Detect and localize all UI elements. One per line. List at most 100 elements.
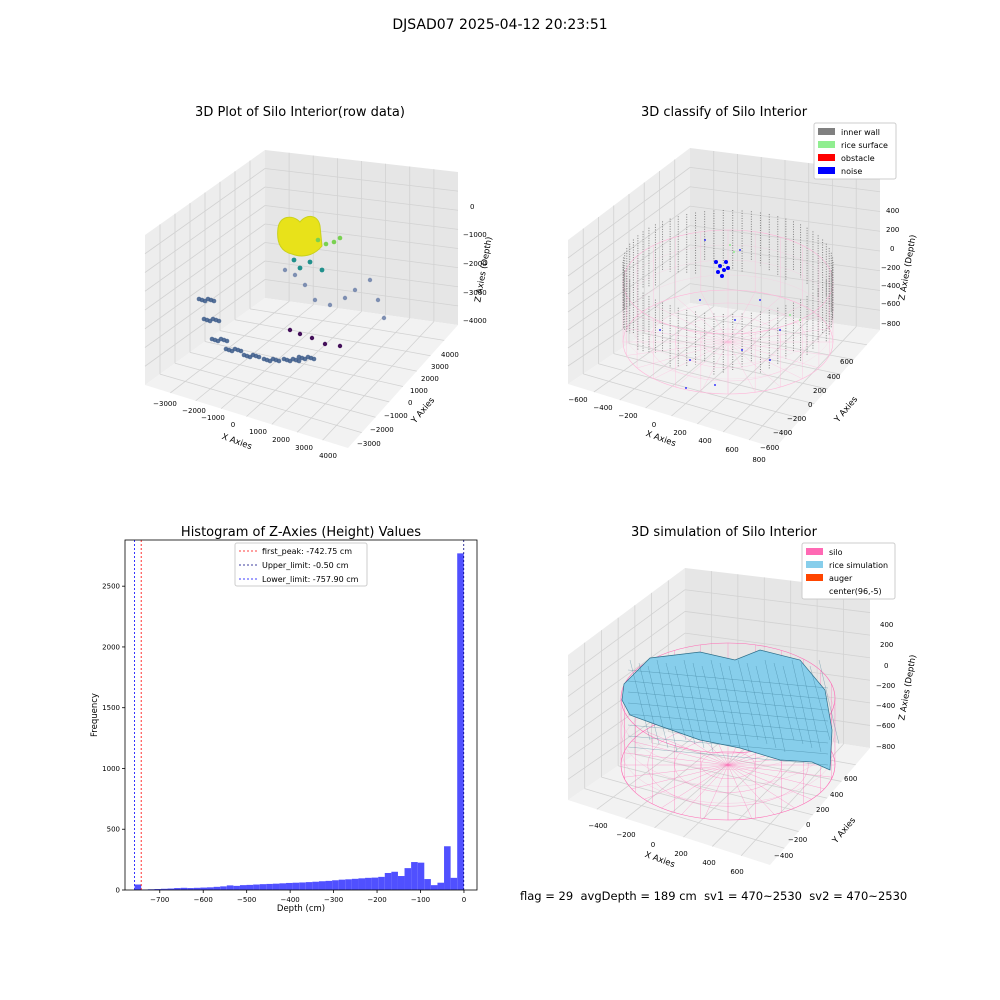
p2-ztick-3: −200: [881, 264, 900, 272]
p3-bar-0: [134, 884, 142, 890]
p2-title: 3D classify of Silo Interior: [641, 105, 808, 120]
p2-rice-surface-3: [799, 319, 801, 321]
p1-grid-h-left-4: [144, 223, 266, 311]
p4-legend-swatch-auger: [806, 574, 823, 581]
p1-point-purple-1: [297, 331, 303, 337]
p1-point-green-3: [337, 235, 343, 241]
p1-grid-f2-7: [322, 321, 435, 441]
p3-bar-38: [384, 872, 392, 890]
p2-noise-9: [739, 249, 741, 251]
p1-xtick-4: 1000: [249, 428, 267, 436]
p3-bar-42: [411, 862, 418, 890]
p1-ztick-2: −2000: [463, 260, 487, 268]
p3-bar-39: [391, 871, 398, 890]
p2-ztick-2: 0: [890, 245, 894, 253]
p3-bar-16: [239, 885, 247, 890]
p4-grid-h-back-3: [684, 632, 871, 659]
p3-bar-34: [358, 878, 366, 890]
p1-point-green-2: [331, 239, 337, 245]
p4-grid-f1-2: [601, 776, 799, 832]
p2-rice-surface-0: [729, 244, 731, 246]
p3-bar-11: [207, 887, 214, 890]
p3-bar-31: [338, 879, 346, 890]
p4-grid-h-left-3: [567, 632, 686, 718]
p3-bar-44: [424, 879, 431, 890]
p4-mesh-cross-7: [627, 746, 829, 766]
status-flag: flag = 29: [520, 889, 574, 903]
p3-bar-28: [318, 881, 326, 890]
p1-point-mid-4: [327, 302, 333, 308]
p1-ytick-7: 4000: [441, 351, 459, 359]
p2-grid-f2-7: [748, 326, 857, 441]
p3-bar-23: [286, 882, 293, 890]
panel-simulation: 3D simulation of Silo Interior −400 −200…: [567, 525, 919, 876]
p4-rice-surface: [621, 649, 840, 771]
p3-bar-14: [226, 885, 234, 890]
p4-ytick-1: 400: [830, 791, 843, 799]
p4-mesh-line-9: [710, 659, 732, 745]
p2-noise-cluster-0: [714, 260, 718, 264]
p1-ytick-4: 1000: [410, 387, 428, 395]
p4-mesh-line-7: [692, 662, 714, 753]
p4-mesh-line-17: [782, 665, 804, 745]
p4-mesh-line-14: [755, 665, 777, 749]
p3-bar-41: [404, 868, 412, 890]
p2-noise-5: [714, 384, 716, 386]
p1-ytick-2: −1000: [384, 412, 408, 420]
p4-xtick-4: 400: [702, 859, 715, 867]
p4-mesh-line-4: [665, 662, 687, 741]
p1-point-mid-3: [312, 297, 318, 303]
p4-ytick-0: 600: [844, 775, 857, 783]
p3-xtick-label-0: −700: [150, 896, 169, 904]
p3-bar-33: [351, 878, 359, 890]
p3-bar-20: [266, 883, 273, 890]
p2-xtick-1: −400: [593, 404, 612, 412]
p2-noise-4: [689, 359, 691, 361]
p1-zlabel: Z Axies (Depth): [473, 236, 494, 303]
p2-cyl-ring-1: [701, 328, 755, 356]
p2-ytick-1: 400: [827, 373, 840, 381]
p1-point-green-0: [315, 237, 321, 243]
p1-grid-f1-6: [234, 319, 431, 357]
p4-grid-f1-4: [634, 753, 828, 799]
p3-bar-46: [437, 882, 445, 890]
p2-ytick-3: 0: [808, 401, 812, 409]
p3-xtick-label-4: −300: [324, 896, 343, 904]
p1-ytick-6: 3000: [431, 363, 449, 371]
p3-yticks: 0 500 1000 1500 2000 2500: [102, 583, 125, 895]
p4-legend-auger: auger: [829, 574, 853, 583]
p3-bar-30: [332, 880, 339, 890]
p1-ytick-3: 0: [408, 399, 412, 407]
p4-ztick-2: 0: [884, 662, 888, 670]
p3-title: Histogram of Z-Axies (Height) Values: [181, 525, 421, 540]
p2-noise-10: [685, 387, 687, 389]
p2-noise-0: [699, 299, 701, 301]
p2-ztick-5: −600: [881, 300, 900, 308]
p1-point-teal-1: [297, 265, 303, 271]
p3-ytick-label-4: 2000: [102, 643, 120, 651]
p4-grid-h-left-1: [567, 589, 686, 677]
p3-bar-32: [345, 879, 352, 890]
p3-ytick-label-2: 1000: [102, 765, 120, 773]
p3-ylabel: Frequency: [90, 693, 100, 737]
p2-rice-surface-1: [733, 251, 735, 253]
p1-grid-f1-7: [249, 308, 445, 341]
p1-points: [196, 216, 387, 364]
p3-xtick-label-7: 0: [462, 896, 466, 904]
p1-point-teal-0: [291, 257, 297, 263]
p3-bar-10: [200, 887, 208, 890]
p4-mesh-line-2: [647, 665, 669, 749]
p4-mesh-line-18: [791, 659, 813, 749]
p3-ytick-label-3: 1500: [102, 704, 120, 712]
p3-bar-27: [312, 881, 319, 890]
p1-point-arc-2-5: [224, 338, 230, 344]
p3-bar-26: [305, 882, 313, 890]
p2-xtick-5: 400: [698, 437, 711, 445]
p3-bar-29: [325, 880, 333, 890]
status-sv1: sv1 = 470~2530: [704, 889, 802, 903]
p1-grid-h-back-6: [264, 260, 459, 288]
p4-mesh-cross-3: [627, 702, 829, 722]
p4-mesh-line-11: [728, 665, 750, 753]
p1-pane-floor: [145, 298, 458, 448]
p1-ztick-4: −4000: [463, 317, 487, 325]
